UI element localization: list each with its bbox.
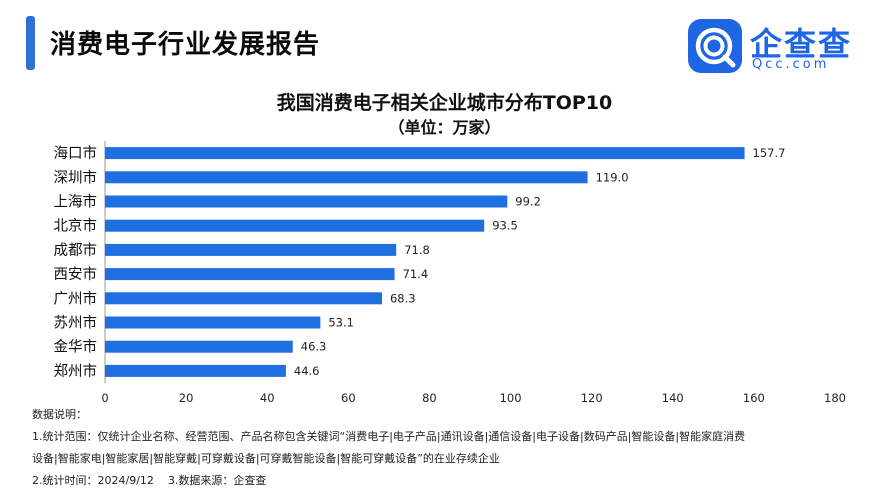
bar	[105, 243, 397, 256]
x-tick-label: 160	[743, 391, 765, 405]
chart-unit: （单位：万家）	[388, 118, 501, 137]
x-tick-label: 140	[662, 391, 684, 405]
x-tick-label: 40	[260, 391, 275, 405]
data-label: 71.4	[403, 267, 429, 281]
data-notes: 数据说明： 1.统计范围：仅统计企业名称、经营范围、产品名称包含关键词“消费电子…	[32, 404, 862, 492]
data-label: 53.1	[328, 316, 354, 330]
category-label: 苏州市	[54, 315, 98, 332]
bar	[105, 292, 382, 305]
chart-title: 我国消费电子相关企业城市分布TOP10	[276, 92, 613, 114]
bar	[105, 364, 286, 377]
x-tick-label: 180	[824, 391, 846, 405]
bar	[105, 195, 508, 208]
qcc-logo-icon	[688, 19, 742, 73]
bar	[105, 171, 588, 184]
logo-name: 企查查	[750, 25, 853, 63]
notes-heading: 数据说明：	[32, 408, 87, 421]
bar	[105, 147, 745, 160]
category-label: 北京市	[54, 218, 98, 235]
category-label: 海口市	[54, 145, 98, 162]
header-accent-bar	[26, 16, 35, 70]
bar-chart: 海口市 157.7 深圳市 119.0 上海市 99.2 北京市 93.5 成都市 71.8 西安市…	[54, 141, 846, 405]
bar	[105, 268, 395, 281]
page-title: 消费电子行业发展报告	[50, 30, 321, 60]
data-label: 93.5	[492, 219, 518, 233]
x-tick-label: 20	[179, 391, 194, 405]
category-label: 郑州市	[54, 363, 98, 380]
data-label: 71.8	[404, 243, 430, 257]
bar	[105, 340, 293, 353]
data-label: 119.0	[596, 170, 629, 184]
category-label: 广州市	[54, 290, 98, 307]
category-label: 金华市	[54, 339, 98, 356]
data-label: 44.6	[294, 364, 320, 378]
data-label: 46.3	[301, 340, 327, 354]
notes-line-2: 设备|智能家电|智能家居|智能穿戴|可穿戴设备|可穿戴智能设备|智能可穿戴设备”…	[32, 452, 500, 465]
category-label: 上海市	[54, 194, 98, 211]
data-label: 68.3	[390, 291, 416, 305]
notes-line-3: 2.统计时间：2024/9/12 3.数据来源：企查查	[32, 474, 267, 487]
x-tick-label: 80	[422, 391, 437, 405]
x-tick-label: 120	[581, 391, 603, 405]
logo-domain: Qcc.com	[752, 57, 830, 72]
bar	[105, 316, 321, 329]
category-label: 西安市	[54, 266, 98, 283]
data-label: 99.2	[515, 195, 541, 209]
x-tick-label: 0	[101, 391, 108, 405]
bar	[105, 219, 485, 232]
x-tick-label: 100	[500, 391, 522, 405]
data-label: 157.7	[753, 146, 786, 160]
notes-line-1: 1.统计范围：仅统计企业名称、经营范围、产品名称包含关键词“消费电子|电子产品|…	[32, 430, 746, 443]
category-label: 深圳市	[54, 169, 98, 186]
category-label: 成都市	[54, 242, 98, 259]
brand-logo: 企查查 Qcc.com	[688, 19, 868, 73]
x-tick-label: 60	[341, 391, 356, 405]
